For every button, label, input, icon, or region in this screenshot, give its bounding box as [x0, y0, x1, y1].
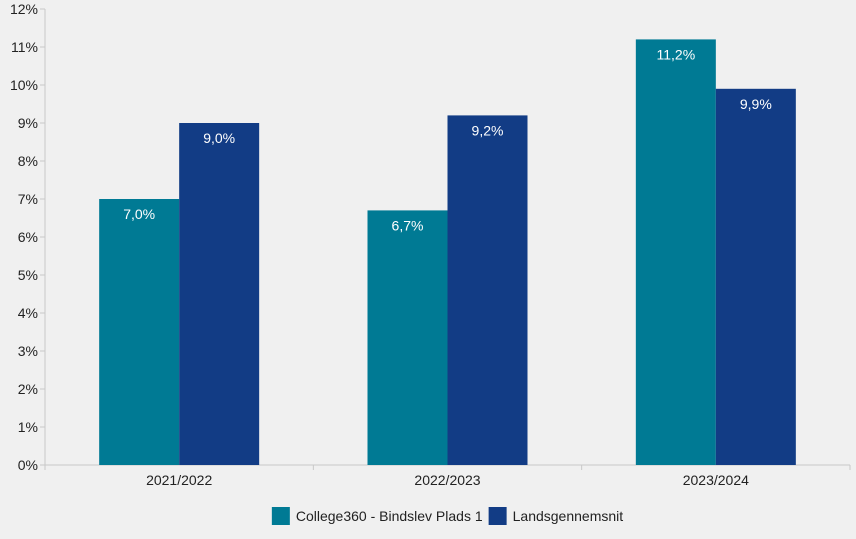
- y-tick-label: 5%: [18, 267, 38, 283]
- y-tick-label: 9%: [18, 115, 38, 131]
- bar: [367, 210, 448, 465]
- x-axis: 2021/2022 2022/2023 2023/2024: [44, 464, 851, 488]
- y-tick-label: 1%: [18, 419, 38, 435]
- x-tick-label: 2021/2022: [146, 472, 212, 488]
- data-label: 9,9%: [740, 96, 772, 112]
- bar: [635, 39, 716, 466]
- data-label: 9,0%: [203, 130, 235, 146]
- bar: [447, 115, 528, 466]
- y-tick-label: 4%: [18, 305, 38, 321]
- y-tick-label: 8%: [18, 153, 38, 169]
- bar: [179, 123, 260, 465]
- data-label: 7,0%: [123, 206, 155, 222]
- x-tick-label: 2022/2023: [414, 472, 480, 488]
- bars: 7,0% 9,0% 6,7% 9,2% 11,2% 9,9%: [99, 39, 796, 466]
- data-label: 9,2%: [472, 122, 504, 138]
- y-tick-label: 11%: [11, 39, 38, 55]
- bar: [99, 199, 180, 465]
- bar: [715, 88, 796, 466]
- x-tick-label: 2023/2024: [683, 472, 749, 488]
- legend-label: Landsgennemsnit: [513, 508, 624, 524]
- y-tick-label: 2%: [18, 381, 38, 397]
- data-label: 11,2%: [656, 46, 695, 62]
- data-label: 6,7%: [392, 217, 424, 233]
- y-tick-label: 12%: [10, 1, 38, 17]
- legend-swatch: [488, 507, 507, 525]
- y-tick-label: 3%: [18, 343, 38, 359]
- y-tick-label: 0%: [18, 457, 38, 473]
- legend-label: College360 - Bindslev Plads 1: [296, 508, 483, 524]
- legend-swatch: [271, 507, 290, 525]
- y-tick-label: 7%: [18, 191, 38, 207]
- y-tick-label: 6%: [18, 229, 38, 245]
- y-tick-label: 10%: [10, 77, 38, 93]
- legend: College360 - Bindslev Plads 1 Landsgennem…: [271, 507, 624, 525]
- y-axis: 0% 1% 2% 3% 4% 5% 6% 7% 8% 9% 10% 11% 12%: [10, 1, 46, 473]
